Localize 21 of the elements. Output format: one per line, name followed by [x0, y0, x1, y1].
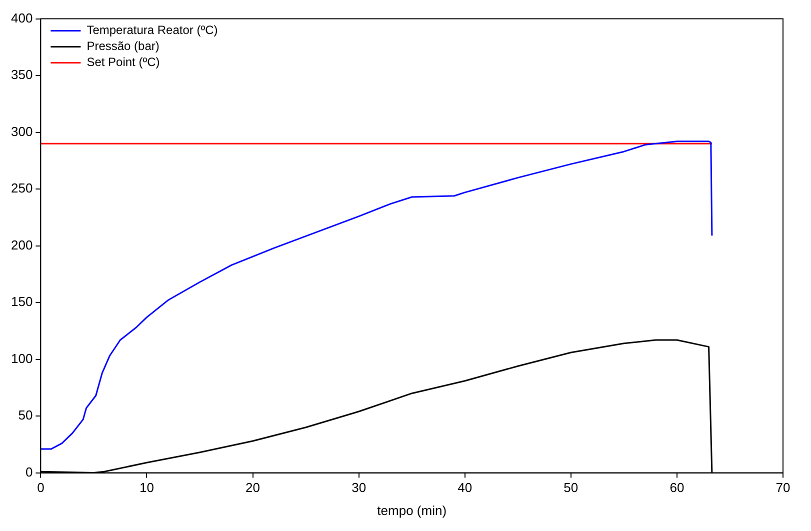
y-tick-label: 100 — [10, 350, 33, 366]
x-tick-label: 40 — [458, 480, 472, 496]
x-axis-title: tempo (min) — [377, 502, 447, 518]
legend-label: Pressão (bar) — [86, 39, 160, 54]
y-tick-label: 300 — [10, 124, 33, 139]
x-tick-label: 60 — [670, 480, 684, 496]
y-tick-label: 50 — [18, 408, 33, 423]
x-tick-label: 0 — [37, 480, 44, 496]
y-tick-label: 200 — [10, 237, 33, 252]
y-tick-label: 0 — [25, 464, 33, 480]
x-tick-label: 70 — [776, 480, 790, 496]
x-tick-label: 20 — [246, 480, 260, 496]
y-tick-label: 400 — [10, 10, 33, 26]
legend-label: Temperatura Reator (ºC) — [86, 23, 218, 38]
legend-label: Set Point (ºC) — [86, 55, 160, 70]
y-tick-label: 150 — [10, 294, 33, 310]
x-tick-label: 10 — [140, 480, 154, 496]
x-tick-label: 30 — [352, 480, 366, 496]
y-tick-label: 350 — [10, 67, 33, 82]
x-tick-label: 50 — [564, 480, 578, 496]
y-tick-label: 250 — [10, 180, 33, 196]
